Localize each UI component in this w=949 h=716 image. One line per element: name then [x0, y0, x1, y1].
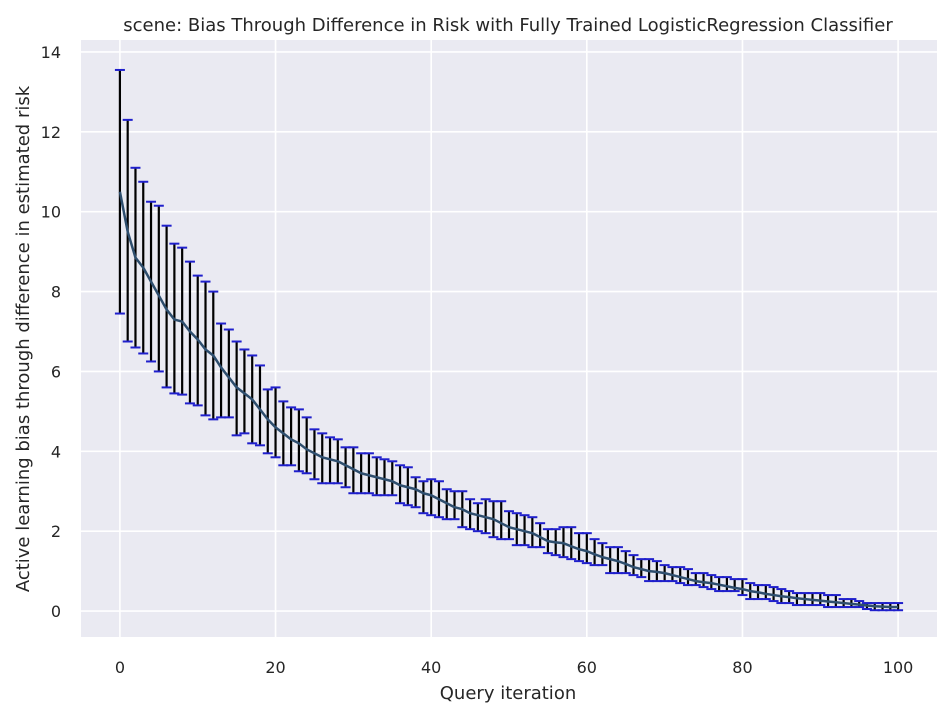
error-bar — [239, 348, 250, 435]
gridlines — [81, 40, 937, 637]
y-tick-label: 12 — [41, 123, 61, 142]
error-bar — [597, 542, 608, 567]
error-bar — [410, 476, 421, 509]
error-bar — [363, 452, 374, 495]
error-bar — [262, 388, 273, 455]
mean-line — [118, 191, 899, 609]
error-bar — [153, 204, 164, 373]
chart-title: scene: Bias Through Difference in Risk w… — [123, 15, 893, 36]
error-bar — [504, 510, 514, 541]
error-bar — [581, 532, 592, 565]
error-bar — [737, 578, 748, 597]
error-bar — [270, 386, 281, 459]
x-tick-label: 0 — [115, 658, 125, 677]
error-bar — [628, 554, 639, 577]
error-bar — [815, 592, 826, 607]
y-tick-label: 4 — [51, 442, 61, 461]
y-tick-labels: 0 2 4 6 8 10 12 14 — [41, 43, 61, 621]
x-tick-label: 80 — [732, 658, 752, 677]
y-tick-label: 14 — [41, 43, 61, 62]
error-bar — [161, 224, 172, 389]
y-tick-label: 2 — [51, 522, 61, 541]
y-axis-label: Active learning bias through difference … — [13, 85, 34, 592]
error-bar — [293, 408, 304, 473]
error-bar — [254, 364, 265, 447]
plot-background — [81, 40, 937, 637]
error-bar — [675, 566, 686, 585]
y-tick-label: 8 — [51, 283, 61, 302]
error-bar — [472, 502, 483, 533]
y-tick-label: 0 — [51, 602, 61, 621]
x-tick-labels: 0 20 40 60 80 100 — [115, 658, 914, 677]
error-bar — [893, 602, 904, 612]
x-tick-label: 60 — [577, 658, 597, 677]
y-tick-label: 10 — [41, 203, 61, 222]
mean-line-group — [118, 191, 899, 609]
error-bar — [760, 584, 771, 601]
x-tick-label: 100 — [883, 658, 914, 677]
error-bar — [566, 526, 577, 561]
x-tick-label: 40 — [421, 658, 441, 677]
error-bar — [620, 550, 631, 575]
error-bar — [286, 406, 297, 467]
x-axis-label: Query iteration — [440, 683, 576, 704]
error-bar — [114, 68, 125, 315]
error-bar — [426, 478, 437, 517]
x-tick-label: 20 — [265, 658, 285, 677]
error-bar — [418, 480, 429, 515]
error-bar — [301, 416, 312, 475]
error-bar — [698, 572, 709, 589]
error-bar — [387, 460, 398, 497]
error-bar — [223, 328, 234, 419]
error-bar — [535, 522, 546, 549]
y-tick-label: 6 — [51, 362, 61, 381]
